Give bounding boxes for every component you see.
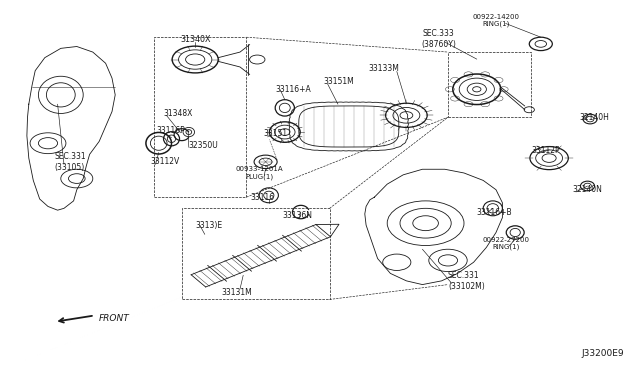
Text: 32350U: 32350U <box>189 141 218 150</box>
Text: 3313)E: 3313)E <box>195 221 222 230</box>
Text: 00933-1201A
PLUG(1): 00933-1201A PLUG(1) <box>236 166 283 180</box>
Text: 33116+B: 33116+B <box>477 208 513 217</box>
Text: J33200E9: J33200E9 <box>581 349 624 358</box>
Text: 00922-27200
RING(1): 00922-27200 RING(1) <box>482 237 529 250</box>
Text: SEC.331
(33105): SEC.331 (33105) <box>54 152 86 171</box>
Text: 33116P: 33116P <box>157 126 186 135</box>
Text: 31348X: 31348X <box>163 109 193 118</box>
Text: 00922-14200
RING(1): 00922-14200 RING(1) <box>472 14 520 27</box>
Text: 32140H: 32140H <box>579 113 609 122</box>
Text: 33151: 33151 <box>263 129 287 138</box>
Text: FRONT: FRONT <box>99 314 130 323</box>
Text: 33112P: 33112P <box>531 146 560 155</box>
Bar <box>182 208 330 299</box>
Text: 33151M: 33151M <box>323 77 354 86</box>
Text: 31340X: 31340X <box>180 35 211 44</box>
Text: 33133M: 33133M <box>369 64 399 73</box>
Text: 32140N: 32140N <box>573 185 603 194</box>
Text: 33112V: 33112V <box>150 157 180 166</box>
Text: 33131M: 33131M <box>221 288 252 296</box>
Text: 33116+A: 33116+A <box>275 85 311 94</box>
Text: SEC.331
(33102M): SEC.331 (33102M) <box>448 271 484 291</box>
Text: 33116: 33116 <box>250 193 275 202</box>
Text: SEC.333
(38760Y): SEC.333 (38760Y) <box>421 29 456 49</box>
Bar <box>448 52 531 117</box>
Text: 33136N: 33136N <box>283 211 312 220</box>
Bar <box>154 37 246 197</box>
